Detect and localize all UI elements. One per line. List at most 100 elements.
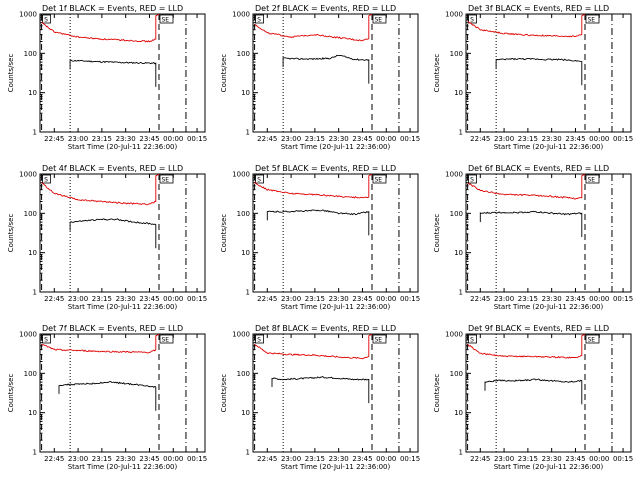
x-tick-label: 23:00 — [281, 455, 301, 463]
y-tick-label: 1 — [459, 449, 463, 457]
events-series-line — [484, 378, 583, 405]
marker-box — [468, 334, 477, 344]
x-tick-label: 23:45 — [565, 135, 585, 143]
x-tick-label: 23:30 — [542, 135, 562, 143]
x-tick-label: 00:15 — [400, 135, 420, 143]
marker-box — [42, 14, 51, 24]
events-series-line — [58, 381, 157, 411]
axes-frame — [465, 173, 632, 293]
lld-series-line — [254, 333, 373, 360]
marker-label: S — [44, 177, 48, 184]
axes-frame — [465, 333, 632, 453]
marker-label: SE — [587, 177, 595, 184]
panel-title: Det 8f BLACK = Events, RED = LLD — [255, 324, 396, 333]
x-tick-label: 22:45 — [257, 295, 277, 303]
x-tick-label: 00:00 — [163, 295, 183, 303]
y-tick-label: 1000 — [232, 331, 250, 339]
marker-label: S — [257, 177, 261, 184]
y-tick-label: 1000 — [19, 171, 37, 179]
y-tick-label: 100 — [237, 210, 250, 218]
x-tick-label: 00:00 — [376, 295, 396, 303]
x-tick-label: 00:00 — [163, 455, 183, 463]
axes-frame — [252, 173, 419, 293]
x-tick-label: 23:30 — [116, 295, 136, 303]
x-axis-label: Start Time (20-Jul-11 22:36:00) — [494, 303, 604, 311]
y-tick-label: 1 — [33, 449, 37, 457]
y-tick-label: 1 — [246, 449, 250, 457]
x-tick-label: 23:00 — [494, 135, 514, 143]
x-tick-label: 23:45 — [139, 135, 159, 143]
lld-series-line — [41, 333, 160, 354]
x-tick-label: 23:00 — [281, 135, 301, 143]
y-tick-label: 1000 — [232, 11, 250, 19]
lld-series-line — [467, 13, 586, 38]
y-tick-label: 100 — [24, 50, 37, 58]
y-axis-label: Counts/sec — [433, 54, 441, 93]
panel-det-4: Det 4f BLACK = Events, RED = LLD 1 10 100 10… — [7, 164, 207, 311]
panel-title: Det 6f BLACK = Events, RED = LLD — [468, 164, 609, 173]
y-tick-label: 1 — [459, 129, 463, 137]
panel-title: Det 3f BLACK = Events, RED = LLD — [468, 4, 609, 13]
x-tick-label: 00:15 — [613, 455, 633, 463]
marker-box — [42, 174, 51, 184]
marker-label: S — [257, 337, 261, 344]
panel-title: Det 5f BLACK = Events, RED = LLD — [255, 164, 396, 173]
y-tick-label: 1000 — [19, 11, 37, 19]
marker-label: SE — [374, 177, 382, 184]
y-tick-label: 10 — [28, 89, 37, 97]
x-tick-label: 23:15 — [92, 135, 112, 143]
x-tick-label: 23:15 — [305, 295, 325, 303]
y-axis-label: Counts/sec — [7, 374, 15, 413]
events-series-line — [282, 54, 370, 84]
marker-label: SE — [161, 17, 169, 24]
y-tick-label: 10 — [454, 89, 463, 97]
events-series-line — [266, 209, 370, 236]
marker-box — [159, 334, 174, 344]
y-tick-label: 1 — [33, 129, 37, 137]
panel-det-1: Det 1f BLACK = Events, RED = LLD 1 10 100 10… — [7, 4, 207, 151]
y-axis-label: Counts/sec — [7, 54, 15, 93]
marker-label: SE — [587, 17, 595, 24]
x-tick-label: 23:30 — [329, 455, 349, 463]
panel-det-7: Det 7f BLACK = Events, RED = LLD 1 10 100 10… — [7, 324, 207, 471]
y-tick-label: 1000 — [445, 331, 463, 339]
events-series-line — [69, 59, 157, 87]
x-tick-label: 00:00 — [589, 295, 609, 303]
lld-series-line — [467, 333, 586, 359]
marker-label: S — [44, 17, 48, 24]
events-series-line — [271, 375, 370, 404]
marker-label: S — [470, 17, 474, 24]
y-tick-label: 1 — [246, 289, 250, 297]
y-tick-label: 1000 — [445, 171, 463, 179]
y-tick-label: 10 — [28, 249, 37, 257]
y-tick-label: 100 — [450, 370, 463, 378]
marker-box — [255, 14, 264, 24]
x-tick-label: 22:45 — [470, 135, 490, 143]
y-tick-label: 100 — [450, 50, 463, 58]
x-tick-label: 23:30 — [329, 135, 349, 143]
panels: Det 1f BLACK = Events, RED = LLD11010010… — [7, 4, 633, 471]
x-axis-label: Start Time (20-Jul-11 22:36:00) — [68, 463, 178, 471]
panel-title: Det 4f BLACK = Events, RED = LLD — [42, 164, 183, 173]
marker-label: S — [257, 17, 261, 24]
y-axis-label: Counts/sec — [7, 214, 15, 253]
x-tick-label: 00:15 — [187, 455, 207, 463]
x-tick-label: 00:00 — [589, 135, 609, 143]
x-tick-label: 00:00 — [376, 455, 396, 463]
y-axis-label: Counts/sec — [220, 54, 228, 93]
lld-series-line — [41, 13, 160, 43]
marker-box — [468, 174, 477, 184]
x-tick-label: 23:15 — [92, 455, 112, 463]
x-axis-label: Start Time (20-Jul-11 22:36:00) — [281, 463, 391, 471]
x-tick-label: 23:00 — [68, 295, 88, 303]
x-tick-label: 22:45 — [257, 455, 277, 463]
y-tick-label: 100 — [237, 50, 250, 58]
x-tick-label: 22:45 — [470, 455, 490, 463]
lld-series-line — [254, 13, 373, 42]
x-tick-label: 23:15 — [518, 135, 538, 143]
x-tick-label: 23:45 — [565, 295, 585, 303]
x-tick-label: 23:30 — [116, 455, 136, 463]
x-axis-label: Start Time (20-Jul-11 22:36:00) — [281, 303, 391, 311]
x-tick-label: 00:15 — [187, 135, 207, 143]
